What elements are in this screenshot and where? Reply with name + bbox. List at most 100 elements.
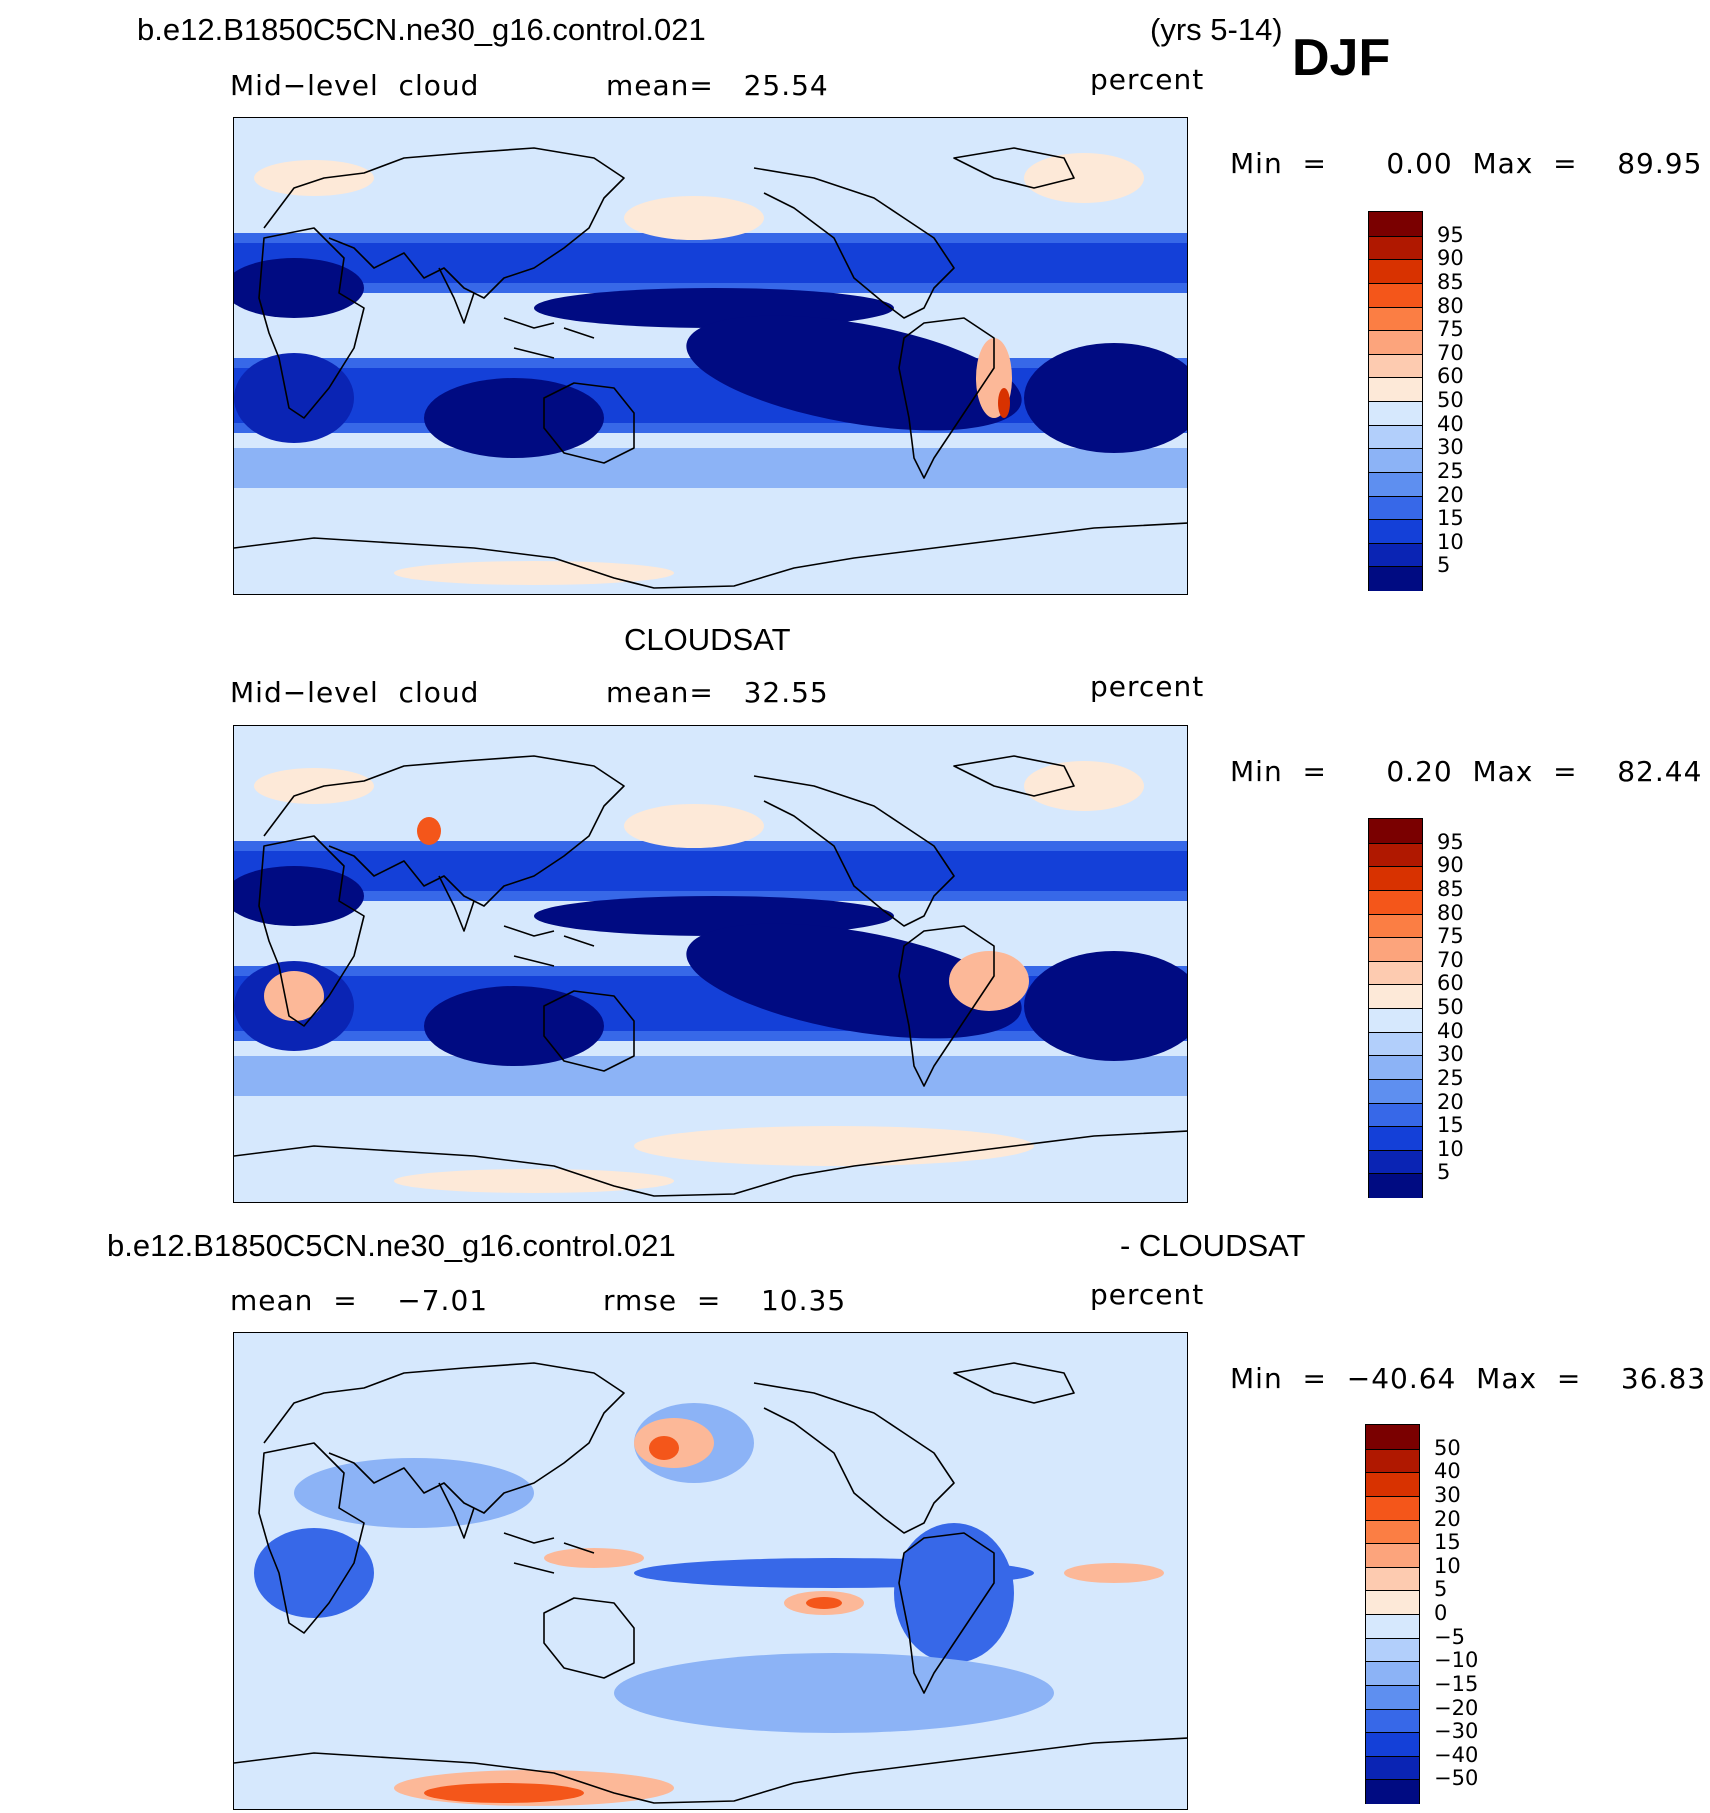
colorbar-swatch <box>1366 1779 1419 1804</box>
panel1-map <box>233 117 1188 595</box>
colorbar-tick-label: −15 <box>1434 1671 1479 1696</box>
colorbar-tick-label: 20 <box>1434 1506 1461 1531</box>
colorbar-tick-label: 75 <box>1437 924 1464 949</box>
colorbar-swatch <box>1369 1031 1422 1056</box>
colorbar-tick-label: −10 <box>1434 1648 1479 1673</box>
panel1-units-label: percent <box>1090 63 1205 96</box>
colorbar-swatch <box>1369 866 1422 891</box>
colorbar-swatch <box>1369 448 1422 473</box>
panel2-variable-label: Mid−level cloud <box>230 676 480 709</box>
colorbar-tick-label: 70 <box>1437 340 1464 365</box>
colorbar-tick-label: 80 <box>1437 900 1464 925</box>
colorbar-swatch <box>1366 1448 1419 1473</box>
colorbar-swatch <box>1369 424 1422 449</box>
colorbar-tick-label: 95 <box>1437 829 1464 854</box>
colorbar-tick-label: 70 <box>1437 947 1464 972</box>
panel1-colorbar <box>1368 211 1423 591</box>
panel2-mean-label: mean= 32.55 <box>606 676 829 709</box>
panel2-minmax: Min = 0.20 Max = 82.44 <box>1230 755 1703 788</box>
colorbar-swatch <box>1369 401 1422 426</box>
colorbar-swatch <box>1369 937 1422 962</box>
colorbar-tick-label: 85 <box>1437 876 1464 901</box>
colorbar-swatch <box>1369 984 1422 1009</box>
colorbar-tick-label: 40 <box>1437 1018 1464 1043</box>
colorbar-swatch <box>1369 1126 1422 1151</box>
panel2-colorbar <box>1368 818 1423 1198</box>
colorbar-swatch <box>1369 353 1422 378</box>
colorbar-swatch <box>1369 495 1422 520</box>
colorbar-tick-label: 5 <box>1437 553 1451 578</box>
colorbar-swatch <box>1369 960 1422 985</box>
colorbar-tick-label: 80 <box>1437 293 1464 318</box>
colorbar-swatch <box>1366 1425 1419 1450</box>
colorbar-tick-label: 20 <box>1437 1089 1464 1114</box>
colorbar-swatch <box>1369 913 1422 938</box>
panel3-map-field <box>234 1333 1187 1809</box>
season-label: DJF <box>1292 29 1391 87</box>
colorbar-tick-label: 30 <box>1434 1482 1461 1507</box>
colorbar-swatch <box>1369 212 1422 237</box>
colorbar-swatch <box>1366 1755 1419 1780</box>
colorbar-swatch <box>1369 1149 1422 1174</box>
colorbar-swatch <box>1366 1495 1419 1520</box>
colorbar-swatch <box>1369 566 1422 591</box>
colorbar-swatch <box>1369 842 1422 867</box>
colorbar-swatch <box>1369 282 1422 307</box>
panel2-map <box>233 725 1188 1203</box>
colorbar-tick-label: 40 <box>1437 411 1464 436</box>
colorbar-swatch <box>1369 1078 1422 1103</box>
colorbar-swatch <box>1369 1102 1422 1127</box>
colorbar-tick-label: 0 <box>1434 1601 1448 1625</box>
panel3-title-right: - CLOUDSAT <box>1120 1228 1306 1263</box>
colorbar-swatch <box>1369 235 1422 260</box>
colorbar-swatch <box>1369 377 1422 402</box>
panel2-units-label: percent <box>1090 670 1205 703</box>
colorbar-tick-label: −20 <box>1434 1695 1479 1720</box>
colorbar-swatch <box>1369 1008 1422 1033</box>
colorbar-tick-label: 40 <box>1434 1459 1461 1484</box>
colorbar-swatch <box>1366 1590 1419 1615</box>
colorbar-swatch <box>1369 519 1422 544</box>
colorbar-tick-label: 30 <box>1437 435 1464 460</box>
panel1-minmax: Min = 0.00 Max = 89.95 <box>1230 147 1703 180</box>
colorbar-swatch <box>1366 1543 1419 1568</box>
colorbar-tick-label: 25 <box>1437 1065 1464 1090</box>
colorbar-tick-label: 15 <box>1434 1530 1461 1555</box>
colorbar-tick-label: 20 <box>1437 482 1464 507</box>
colorbar-tick-label: 50 <box>1437 388 1464 412</box>
panel3-units-label: percent <box>1090 1278 1205 1311</box>
colorbar-swatch <box>1369 471 1422 496</box>
panel3-minmax: Min = −40.64 Max = 36.83 <box>1230 1362 1707 1395</box>
colorbar-tick-label: 50 <box>1437 995 1464 1019</box>
colorbar-tick-label: 15 <box>1437 506 1464 531</box>
case-title: b.e12.B1850C5CN.ne30_g16.control.021 <box>137 12 706 47</box>
colorbar-swatch <box>1369 889 1422 914</box>
panel2-title: CLOUDSAT <box>624 622 791 657</box>
colorbar-swatch <box>1366 1614 1419 1639</box>
colorbar-tick-label: 60 <box>1437 364 1464 389</box>
colorbar-tick-label: −50 <box>1434 1766 1479 1791</box>
colorbar-swatch <box>1366 1684 1419 1709</box>
colorbar-swatch <box>1366 1566 1419 1591</box>
colorbar-tick-label: −5 <box>1434 1624 1465 1649</box>
years-label: (yrs 5-14) <box>1150 12 1283 47</box>
colorbar-tick-label: 15 <box>1437 1113 1464 1138</box>
panel3-rmse-label: rmse = 10.35 <box>603 1284 847 1317</box>
panel1-map-field <box>234 118 1187 594</box>
colorbar-swatch <box>1366 1708 1419 1733</box>
colorbar-swatch <box>1366 1732 1419 1757</box>
colorbar-tick-label: 85 <box>1437 269 1464 294</box>
panel1-mean-label: mean= 25.54 <box>606 69 829 102</box>
colorbar-tick-label: 95 <box>1437 222 1464 247</box>
colorbar-tick-label: 5 <box>1434 1577 1448 1602</box>
panel3-mean-label: mean = −7.01 <box>230 1284 489 1317</box>
colorbar-tick-label: 30 <box>1437 1042 1464 1067</box>
colorbar-swatch <box>1369 259 1422 284</box>
colorbar-tick-label: −40 <box>1434 1742 1479 1767</box>
colorbar-tick-label: 10 <box>1434 1553 1461 1578</box>
colorbar-tick-label: 10 <box>1437 1136 1464 1161</box>
colorbar-swatch <box>1369 819 1422 844</box>
panel1-variable-label: Mid−level cloud <box>230 69 480 102</box>
colorbar-tick-label: 10 <box>1437 529 1464 554</box>
colorbar-swatch <box>1369 1173 1422 1198</box>
